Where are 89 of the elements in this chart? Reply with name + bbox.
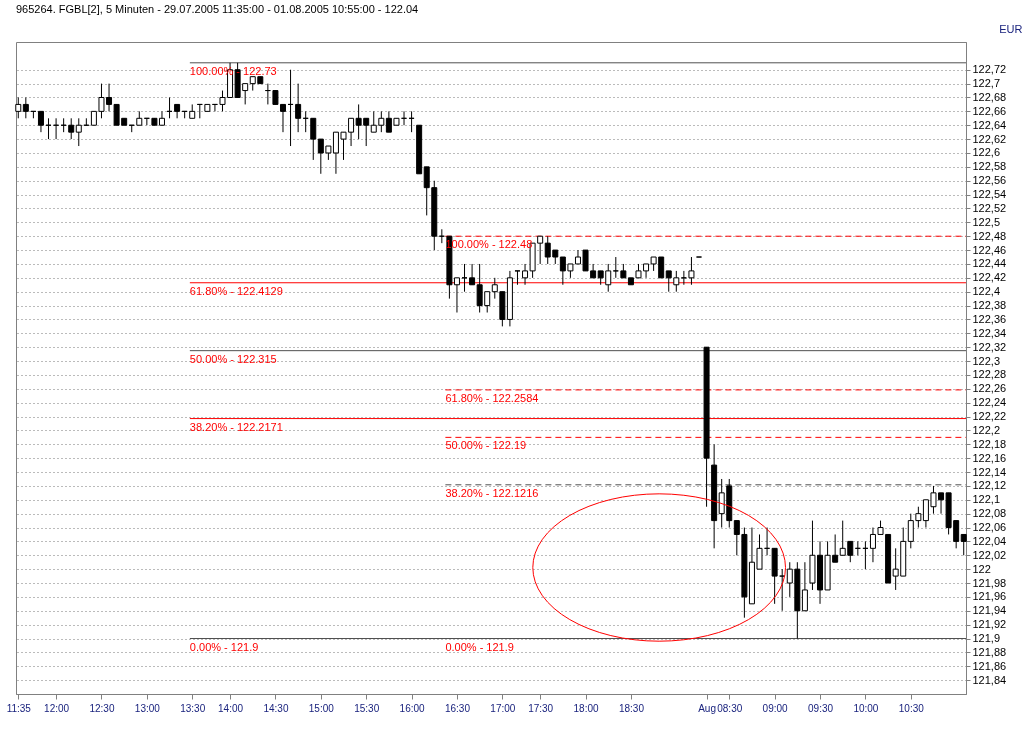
y-tick-label: 122,62 (972, 132, 1007, 145)
candlestick (612, 256, 619, 279)
x-tick-label: 12:30 (89, 702, 115, 714)
y-tick-label: 122 (972, 562, 991, 575)
annotation: 38.20% - 122.2171 (189, 420, 283, 433)
annotation: 0.00% - 121.9 (189, 640, 259, 653)
y-tick-label: 121,92 (972, 618, 1007, 631)
annotation: 50.00% - 122.19 (445, 439, 527, 452)
x-tick-label: 16:00 (399, 702, 426, 714)
candlestick (15, 96, 22, 119)
annotation: 0.00% - 121.9 (445, 640, 514, 653)
y-tick-label: 122,66 (972, 104, 1007, 117)
y-axis-title: EUR (999, 22, 1023, 35)
y-tick-label: 122,2 (972, 423, 1001, 436)
x-tick-label: 09:00 (762, 702, 789, 714)
x-tick-label: 12:00 (44, 702, 70, 714)
x-tick-label: 17:00 (490, 702, 516, 714)
x-tick-label: 11:35 (6, 702, 32, 714)
annotation: 61.80% - 122.4129 (189, 284, 283, 297)
y-tick-label: 121,88 (972, 645, 1007, 658)
y-tick-label: 122,02 (972, 548, 1007, 561)
chart-title: 965264. FGBL[2], 5 Minuten - 29.07.2005 11:35:00 - 01.08.2005 10:55:00 - 122.04 (16, 3, 419, 15)
y-tick-label: 122,32 (972, 340, 1007, 353)
x-tick-label: 13:00 (134, 702, 161, 714)
candlestick (469, 263, 476, 286)
y-tick-label: 122,6 (972, 146, 1001, 159)
x-tick-label: 09:30 (808, 702, 834, 714)
annotation: 38.20% - 122.1216 (445, 486, 539, 499)
y-tick-label: 122,34 (972, 326, 1007, 339)
y-tick-label: 122,1 (972, 493, 1001, 506)
candlestick (75, 117, 82, 147)
x-tick-label: 08:30 (717, 702, 743, 714)
x-tick-label: 18:30 (618, 702, 645, 714)
y-tick-label: 122,42 (972, 271, 1007, 284)
y-tick-label: 122,52 (972, 201, 1007, 214)
y-tick-label: 121,94 (972, 604, 1007, 617)
y-tick-label: 122,24 (972, 396, 1007, 409)
y-tick-label: 121,96 (972, 590, 1007, 603)
y-tick-label: 121,86 (972, 659, 1007, 672)
annotation: 61.80% - 122.2584 (445, 391, 539, 404)
y-tick-label: 122,54 (972, 188, 1007, 201)
candlestick (801, 561, 808, 612)
y-tick-label: 122,72 (972, 63, 1007, 76)
x-tick-label: 10:30 (898, 702, 925, 714)
y-tick-label: 121,9 (972, 632, 1001, 645)
y-tick-label: 122,58 (972, 160, 1007, 173)
annotation: 50.00% - 122.315 (189, 352, 277, 365)
y-tick-label: 122,16 (972, 451, 1007, 464)
candlestick (22, 96, 29, 119)
x-tick-label: Aug (698, 702, 716, 714)
y-tick-label: 122,38 (972, 299, 1007, 312)
y-tick-label: 122,12 (972, 479, 1007, 492)
y-tick-label: 122,56 (972, 174, 1007, 187)
candlestick (688, 256, 695, 286)
y-tick-label: 122,18 (972, 437, 1007, 450)
y-tick-label: 122,64 (972, 118, 1007, 131)
x-tick-label: 15:30 (354, 702, 380, 714)
x-tick-label: 16:30 (444, 702, 471, 714)
y-tick-label: 122,06 (972, 521, 1007, 534)
y-tick-label: 121,98 (972, 576, 1007, 589)
y-tick-label: 122,48 (972, 229, 1007, 242)
y-tick-label: 122,04 (972, 534, 1007, 547)
x-tick-label: 14:30 (263, 702, 289, 714)
y-tick-label: 122,22 (972, 410, 1007, 423)
y-tick-label: 122,46 (972, 243, 1007, 256)
y-tick-label: 121,84 (972, 673, 1007, 686)
x-tick-label: 18:00 (573, 702, 599, 714)
y-tick-label: 122,26 (972, 382, 1007, 395)
x-tick-label: 13:30 (180, 702, 206, 714)
candlestick (37, 110, 44, 133)
y-tick-label: 122,14 (972, 465, 1007, 478)
x-tick-label: 10:00 (853, 702, 879, 714)
candlestick (514, 270, 521, 286)
y-tick-label: 122,3 (972, 354, 1001, 367)
y-tick-label: 122,68 (972, 90, 1007, 103)
x-tick-label: 15:00 (308, 702, 335, 714)
candlestick (295, 83, 302, 133)
y-tick-label: 122,44 (972, 257, 1007, 270)
y-tick-label: 122,7 (972, 77, 1001, 90)
y-tick-label: 122,08 (972, 507, 1007, 520)
y-tick-label: 122,28 (972, 368, 1007, 381)
candlestick (310, 117, 317, 161)
y-tick-label: 122,5 (972, 215, 1001, 228)
y-tick-label: 122,4 (972, 285, 1001, 298)
annotation: 100.00% - 122.73 (189, 64, 277, 77)
x-tick-label: 17:30 (528, 702, 554, 714)
y-tick-label: 122,36 (972, 312, 1007, 325)
x-tick-label: 14:00 (218, 702, 244, 714)
candlestick (68, 117, 75, 140)
